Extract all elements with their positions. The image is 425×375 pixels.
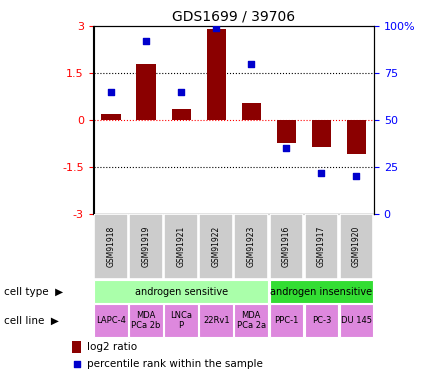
Point [108, 89, 114, 95]
Text: GSM91918: GSM91918 [107, 226, 116, 267]
Bar [129, 214, 163, 279]
Text: LNCa
P: LNCa P [170, 311, 192, 330]
Bar [312, 120, 331, 147]
Title: GDS1699 / 39706: GDS1699 / 39706 [172, 10, 295, 24]
Text: GSM91922: GSM91922 [212, 226, 221, 267]
Text: androgen sensitive: androgen sensitive [135, 286, 228, 297]
Text: log2 ratio: log2 ratio [88, 342, 137, 352]
Bar [72, 341, 81, 352]
Text: PPC-1: PPC-1 [274, 316, 298, 325]
Bar [242, 103, 261, 120]
Point [74, 361, 80, 367]
Bar [269, 214, 303, 279]
Bar [235, 304, 268, 337]
Point [248, 61, 255, 67]
Bar [199, 214, 233, 279]
Point [143, 38, 150, 44]
Bar [199, 304, 233, 337]
Point [318, 170, 325, 176]
Text: MDA
PCa 2b: MDA PCa 2b [131, 311, 161, 330]
Bar [269, 280, 373, 303]
Text: GSM91923: GSM91923 [247, 226, 256, 267]
Bar [269, 304, 303, 337]
Point [353, 173, 360, 179]
Text: 22Rv1: 22Rv1 [203, 316, 230, 325]
Point [213, 25, 220, 31]
Point [178, 89, 184, 95]
Bar [277, 120, 296, 144]
Bar [102, 114, 121, 120]
Text: GSM91919: GSM91919 [142, 226, 150, 267]
Bar [129, 304, 163, 337]
Text: androgen insensitive: androgen insensitive [270, 286, 372, 297]
Bar [340, 214, 373, 279]
Bar [347, 120, 366, 154]
Text: GSM91920: GSM91920 [352, 226, 361, 267]
Point [283, 145, 290, 151]
Bar [340, 304, 373, 337]
Bar [235, 214, 268, 279]
Bar [94, 280, 268, 303]
Text: GSM91916: GSM91916 [282, 226, 291, 267]
Bar [94, 214, 128, 279]
Text: PC-3: PC-3 [312, 316, 331, 325]
Bar [164, 214, 198, 279]
Bar [164, 304, 198, 337]
Bar [136, 64, 156, 120]
Text: cell type  ▶: cell type ▶ [4, 286, 63, 297]
Text: cell line  ▶: cell line ▶ [4, 316, 59, 326]
Bar [207, 29, 226, 120]
Bar [94, 304, 128, 337]
Text: GSM91921: GSM91921 [177, 226, 186, 267]
Bar [305, 304, 338, 337]
Bar [172, 109, 191, 120]
Text: LAPC-4: LAPC-4 [96, 316, 126, 325]
Bar [305, 214, 338, 279]
Text: DU 145: DU 145 [341, 316, 372, 325]
Text: GSM91917: GSM91917 [317, 226, 326, 267]
Text: MDA
PCa 2a: MDA PCa 2a [237, 311, 266, 330]
Text: percentile rank within the sample: percentile rank within the sample [88, 359, 263, 369]
